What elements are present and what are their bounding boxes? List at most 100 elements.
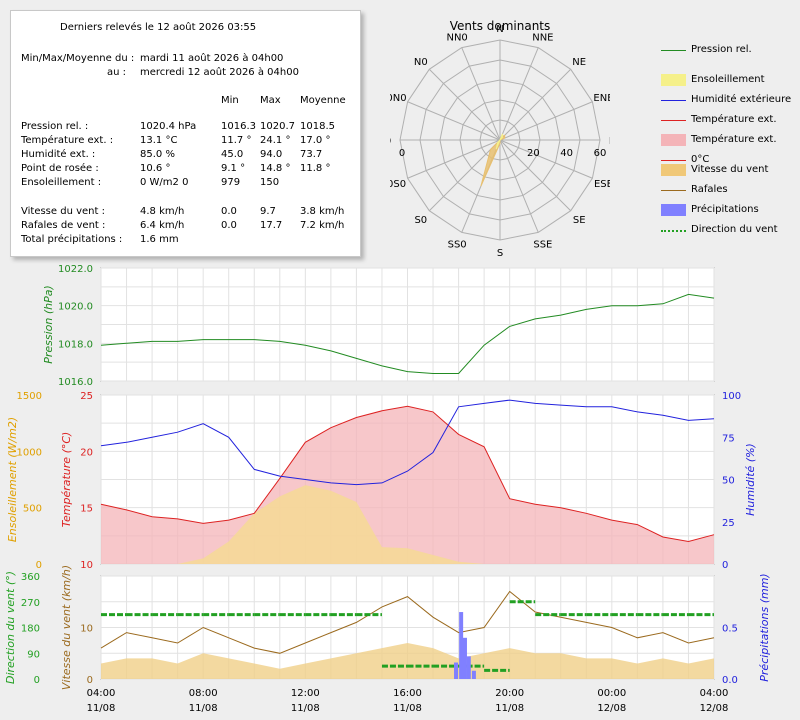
rose-spoke [499, 47, 539, 141]
temperature-area [101, 406, 714, 564]
humidity-line [100, 399, 715, 486]
stat-min: 11.7 ° [221, 135, 252, 146]
direction-axis-label: Direction du vent (°) [4, 571, 17, 684]
rose-series [495, 133, 504, 150]
stat-avg: 7.2 km/h [300, 220, 345, 231]
rain-bar [454, 662, 459, 679]
direction-tick: 90 [27, 649, 40, 660]
x-tick-date: 12/08 [700, 703, 729, 714]
humidity-tick: 75 [722, 433, 735, 444]
legend-marker [661, 190, 686, 191]
humidity-tick: 0 [722, 560, 728, 571]
rose-spoke [428, 68, 501, 141]
legend-label: Ensoleillement [691, 74, 765, 85]
rose-direction-label: NE [572, 57, 586, 68]
rain-tick: 0.5 [722, 624, 738, 635]
pressure-tick: 1018.0 [58, 339, 93, 350]
legend-marker [661, 50, 686, 51]
x-tick-date: 11/08 [393, 703, 422, 714]
legend-label: Vitesse du vent [691, 164, 769, 175]
legend-label: Précipitations [691, 204, 759, 215]
stat-current: 13.1 °C [140, 135, 178, 146]
rain-tick: 0.0 [722, 675, 738, 686]
temperature-axis-label: Température (°C) [60, 432, 73, 528]
stat-avg: 73.7 [300, 149, 323, 160]
column-avg: Moyenne [300, 95, 346, 106]
stat-label: Total précipitations : [21, 234, 123, 245]
pressure-axis-label: Pression (hPa) [42, 285, 55, 364]
stats-header: Derniers relevés le 12 août 2026 03:55 [60, 22, 257, 33]
rose-direction-label: NNE [532, 33, 553, 44]
pressure-tick: 1022.0 [58, 264, 93, 275]
rose-spoke [407, 139, 501, 179]
column-max: Max [260, 95, 281, 106]
temperature-tick: 10 [80, 560, 93, 571]
x-tick-time: 12:00 [291, 688, 320, 699]
legend-label: Température ext. [691, 134, 777, 145]
stat-current: 0 W/m2 0 [140, 177, 189, 188]
rain-bar [462, 637, 467, 679]
direction-tick: 270 [21, 598, 40, 609]
stat-label: Vitesse du vent : [21, 206, 105, 217]
legend-label: 0°C [691, 154, 710, 165]
humidity-axis-label: Humidité (%) [744, 443, 757, 516]
x-tick-date: 11/08 [87, 703, 116, 714]
rose-spoke [499, 68, 572, 141]
stat-min: 0.0 [221, 220, 237, 231]
solar-area [101, 485, 714, 564]
direction-tick: 360 [21, 572, 40, 583]
legend-label: Rafales [691, 184, 728, 195]
rose-spoke [407, 101, 501, 141]
x-tick-date: 11/08 [495, 703, 524, 714]
rose-direction-label: SSE [533, 239, 552, 250]
stat-label: Pression rel. : [21, 121, 89, 132]
x-tick-time: 16:00 [393, 688, 422, 699]
period-to-label: au : [107, 67, 127, 78]
rose-spoke [499, 101, 593, 141]
stat-avg: 3.8 km/h [300, 206, 345, 217]
solar-tick: 1500 [17, 391, 42, 402]
stat-max: 150 [260, 177, 280, 188]
stat-max: 24.1 ° [260, 135, 291, 146]
rain-bar [459, 612, 464, 679]
rose-direction-label: S0 [414, 215, 427, 226]
direction-tick: 0 [34, 675, 40, 686]
stat-current: 1.6 mm [140, 234, 179, 245]
legend-marker [661, 100, 686, 101]
wind-speed-area [101, 643, 714, 679]
direction-tick: 180 [21, 624, 40, 635]
stat-max: 14.8 ° [260, 163, 291, 174]
x-tick-date: 11/08 [291, 703, 320, 714]
rose-direction-label: ENE [593, 93, 610, 104]
rose-spoke [461, 47, 501, 141]
x-tick-time: 20:00 [495, 688, 524, 699]
rain-bar [466, 656, 471, 679]
temperature-tick: 15 [80, 504, 93, 515]
x-tick-date: 12/08 [597, 703, 626, 714]
stat-min: 1016.3 [221, 121, 256, 132]
rose-direction-label: E [609, 136, 610, 147]
stat-label: Ensoleillement : [21, 177, 102, 188]
column-min: Min [221, 95, 239, 106]
rose-direction-label: S [497, 248, 503, 259]
rose-direction-label: SE [573, 215, 586, 226]
temperature-panel [100, 394, 715, 565]
rose-spoke [499, 139, 539, 233]
stat-current: 10.6 ° [140, 163, 171, 174]
rose-spoke [428, 139, 501, 212]
stat-current: 85.0 % [140, 149, 175, 160]
stat-label: Humidité ext. : [21, 149, 96, 160]
pressure-tick: 1016.0 [58, 377, 93, 388]
stats-panel: Derniers relevés le 12 août 2026 03:55 M… [10, 10, 361, 257]
stat-max: 17.7 [260, 220, 283, 231]
rain-axis-label: Précipitations (mm) [758, 573, 771, 681]
wind-panel [100, 575, 715, 680]
stat-current: 6.4 km/h [140, 220, 185, 231]
rose-ring-label: 40 [560, 148, 573, 159]
pressure-line [100, 293, 715, 374]
rose-ring-label: 60 [594, 148, 607, 159]
speed-tick: 0 [87, 675, 93, 686]
legend-marker [661, 160, 686, 161]
stat-min: 9.1 ° [221, 163, 246, 174]
